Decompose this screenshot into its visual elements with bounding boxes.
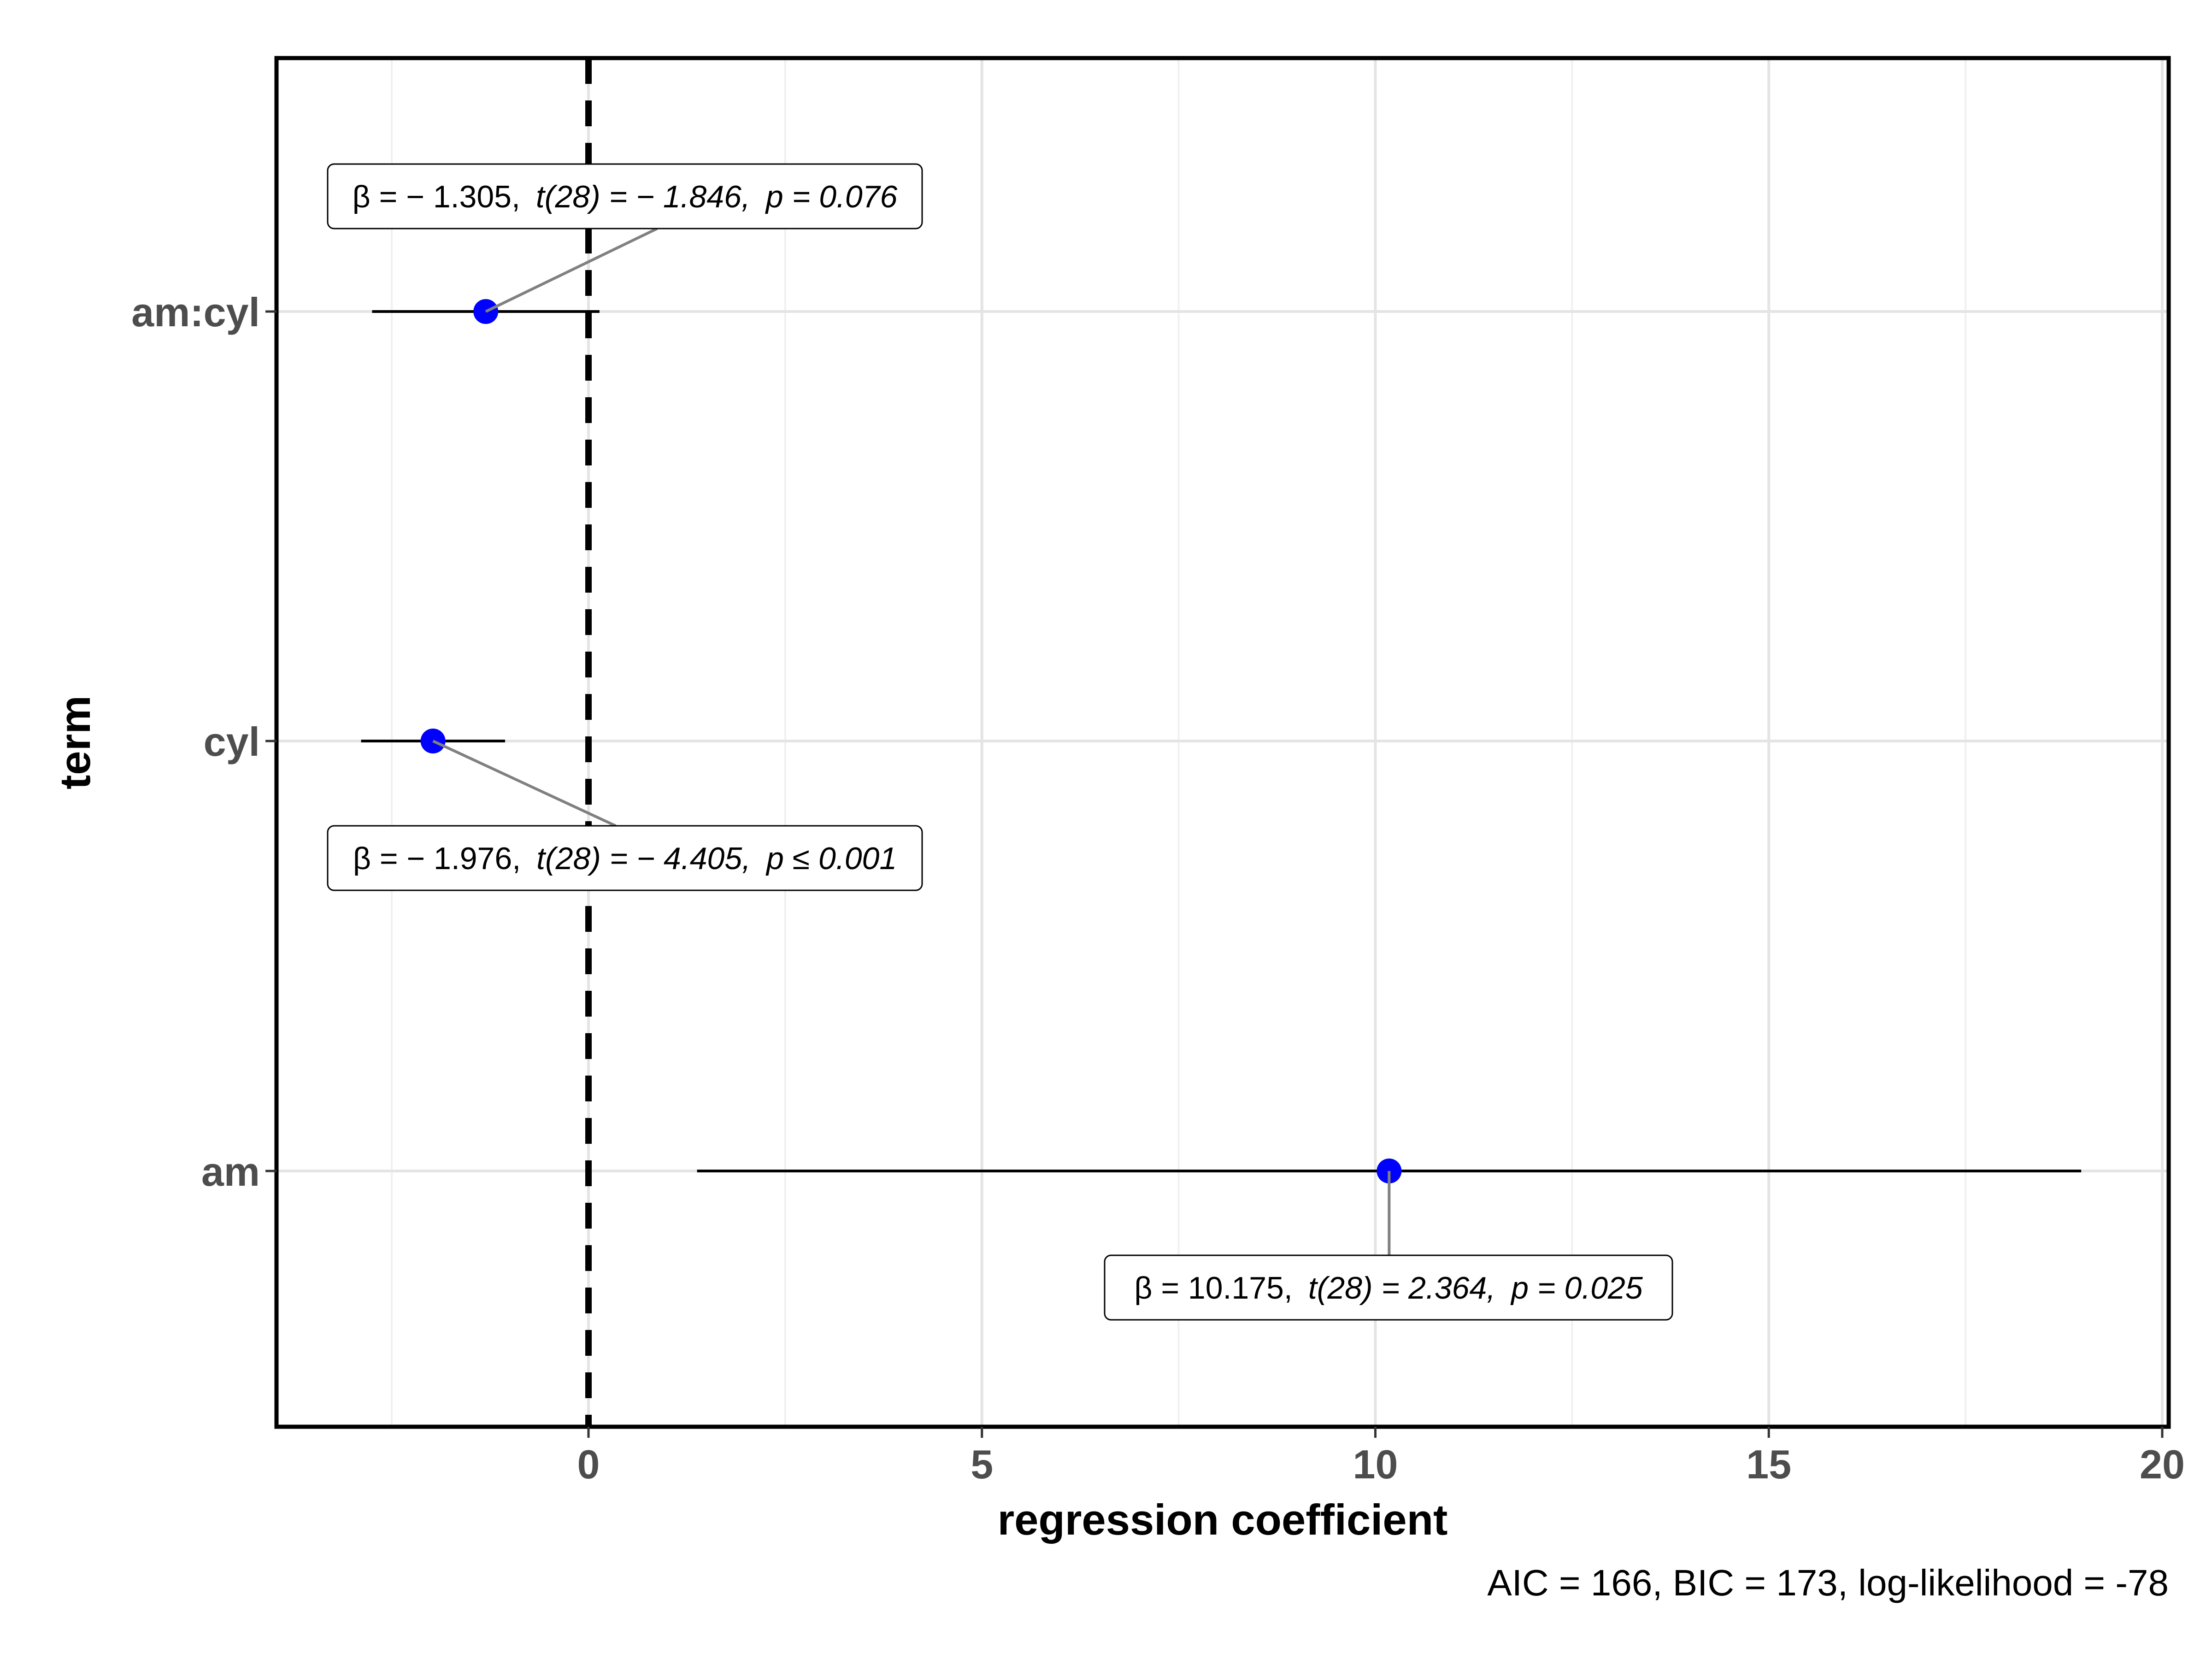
coefficient-label-part: t(28) = − 1.846, bbox=[536, 179, 750, 214]
x-axis-title: regression coefficient bbox=[998, 1495, 1448, 1544]
coefficient-label-part: t(28) = − 4.405, bbox=[536, 841, 751, 876]
coefficient-label-part: β = − 1.305, bbox=[353, 179, 520, 214]
coefficient-label-box bbox=[327, 163, 923, 229]
y-tick-label: am:cyl bbox=[131, 289, 260, 335]
panel-border bbox=[274, 56, 2171, 1429]
coefficient-label-box bbox=[327, 825, 923, 891]
label-leader-line bbox=[485, 227, 658, 313]
coefficient-label-part: t(28) = 2.364, bbox=[1308, 1271, 1495, 1306]
y-axis-title: term bbox=[51, 695, 99, 789]
y-tick-label: am bbox=[201, 1149, 260, 1194]
y-axis: am cyl am:cyl bbox=[131, 289, 276, 1194]
coefficient-labels: β = 10.175, t(28) = 2.364, p = 0.025 β = − … bbox=[327, 163, 1673, 1321]
coefficient-label: β = − 1.976, t(28) = − 4.405, p ≤ 0.001 bbox=[353, 841, 897, 876]
x-tick-label: 15 bbox=[1746, 1441, 1791, 1487]
x-tick-label: 10 bbox=[1353, 1441, 1398, 1487]
coefficient-label-part: p ≤ 0.001 bbox=[765, 841, 897, 876]
x-axis: 0 5 10 15 20 bbox=[577, 1427, 2185, 1487]
coefficient-label: β = − 1.305, t(28) = − 1.846, p = 0.076 bbox=[353, 179, 898, 214]
x-tick-label: 5 bbox=[971, 1441, 993, 1487]
label-leader-line bbox=[432, 740, 617, 827]
chart-caption: AIC = 166, BIC = 173, log-likelihood = -… bbox=[1487, 1562, 2169, 1603]
coefficient-label-part: p = 0.076 bbox=[765, 179, 898, 214]
coefficient-label-box bbox=[1104, 1254, 1673, 1321]
coefficient-label-part: β = − 1.976, bbox=[353, 841, 521, 876]
coefficient-label: β = 10.175, t(28) = 2.364, p = 0.025 bbox=[1134, 1271, 1643, 1306]
coefficient-label-part: p = 0.025 bbox=[1510, 1271, 1643, 1306]
coefficient-label-part: β = 10.175, bbox=[1134, 1271, 1293, 1306]
x-tick-label: 20 bbox=[2140, 1441, 2185, 1487]
y-tick-label: cyl bbox=[204, 719, 260, 765]
x-tick-label: 0 bbox=[577, 1441, 600, 1487]
